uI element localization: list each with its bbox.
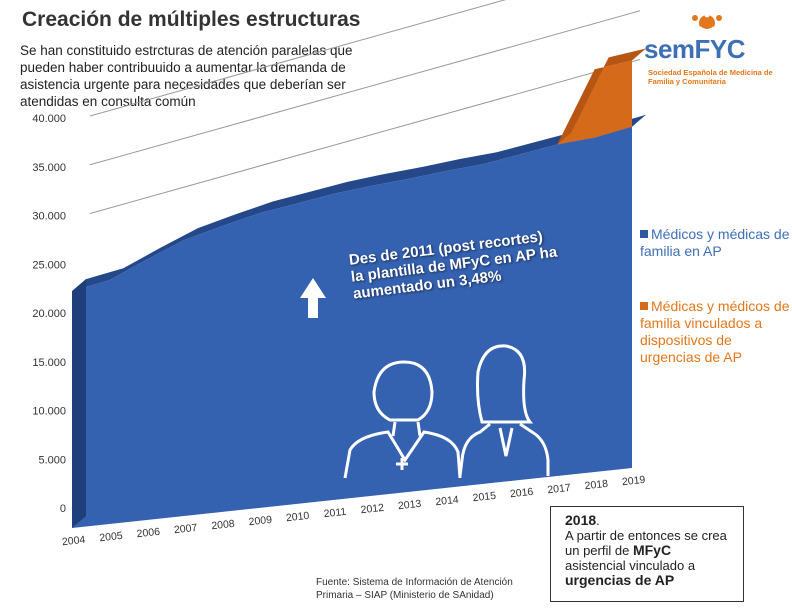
legend-label-ap: Médicos y médicas de familia en AP (640, 226, 790, 259)
y-tick-label: 5.000 (38, 454, 66, 466)
x-tick-label: 2011 (323, 506, 347, 520)
note-year: 2018 (565, 512, 597, 528)
x-tick-label: 2019 (621, 474, 646, 488)
y-tick-label: 15.000 (32, 357, 66, 369)
y-tick-label: 30.000 (32, 211, 66, 223)
x-tick-label: 2008 (211, 518, 236, 532)
series-ap-area (72, 126, 632, 528)
x-tick-label: 2016 (509, 486, 534, 500)
semfyc-logo: semFYC Sociedad Española de Medicina de … (640, 12, 780, 92)
x-tick-label: 2018 (584, 478, 609, 492)
gridline (89, 0, 507, 117)
note-line1: A partir de entonces se crea un perfil d… (565, 528, 727, 558)
y-tick-label: 20.000 (32, 308, 66, 320)
chart-title: Creación de múltiples estructuras (22, 8, 361, 31)
series-urgencias-area (557, 60, 632, 145)
logo-part2: FYC (694, 34, 746, 64)
y-tick-label: 0 (60, 503, 66, 515)
y-tick-label: 40.000 (32, 113, 66, 125)
x-tick-label: 2004 (61, 534, 86, 548)
logo-part1: sem (644, 34, 695, 64)
doctors-icon (343, 344, 550, 479)
legend-swatch-urgencias (640, 302, 648, 310)
semfyc-logo-icon (692, 12, 722, 31)
y-tick-label: 25.000 (32, 259, 66, 271)
x-tick-label: 2005 (99, 530, 124, 544)
x-tick-label: 2006 (136, 526, 161, 540)
up-arrow-icon (300, 278, 326, 318)
logo-tagline: Sociedad Española de Medicina de Familia… (648, 68, 773, 86)
note-line2: asistencial vinculado a (565, 558, 696, 573)
y-tick-label: 10.000 (32, 406, 66, 418)
x-tick-label: 2009 (248, 514, 273, 528)
gridline (89, 59, 641, 214)
legend-label-urgencias: Médicas y médicos de familia vinculados … (640, 298, 790, 365)
legend-swatch-ap (640, 230, 648, 238)
x-tick-label: 2015 (472, 490, 497, 504)
chart-subtitle: Se han constituido estrcturas de atenció… (20, 43, 353, 109)
series-urgencias-top (557, 48, 646, 145)
logo-wordmark: semFYC (644, 34, 746, 65)
note-highlight1: MFyC (632, 542, 672, 558)
x-tick-label: 2013 (397, 498, 422, 512)
x-tick-label: 2017 (547, 482, 572, 496)
note-highlight2: urgencias de AP (565, 572, 675, 588)
source-note: Fuente: Sistema de Información de Atenci… (316, 577, 513, 601)
x-tick-label: 2007 (173, 522, 198, 536)
series-ap-top-surface (72, 114, 646, 292)
x-tick-label: 2012 (360, 502, 385, 516)
gridline (89, 10, 641, 166)
y-tick-label: 35.000 (32, 162, 66, 174)
note-box: 2018. A partir de entonces se crea un pe… (550, 506, 744, 602)
legend-item-ap: Médicos y médicas de familia en AP (640, 226, 790, 260)
legend-item-urgencias: Médicas y médicos de familia vinculados … (640, 298, 790, 366)
series-ap-side (72, 279, 86, 528)
x-tick-label: 2010 (285, 510, 310, 524)
x-tick-label: 2014 (435, 494, 460, 508)
